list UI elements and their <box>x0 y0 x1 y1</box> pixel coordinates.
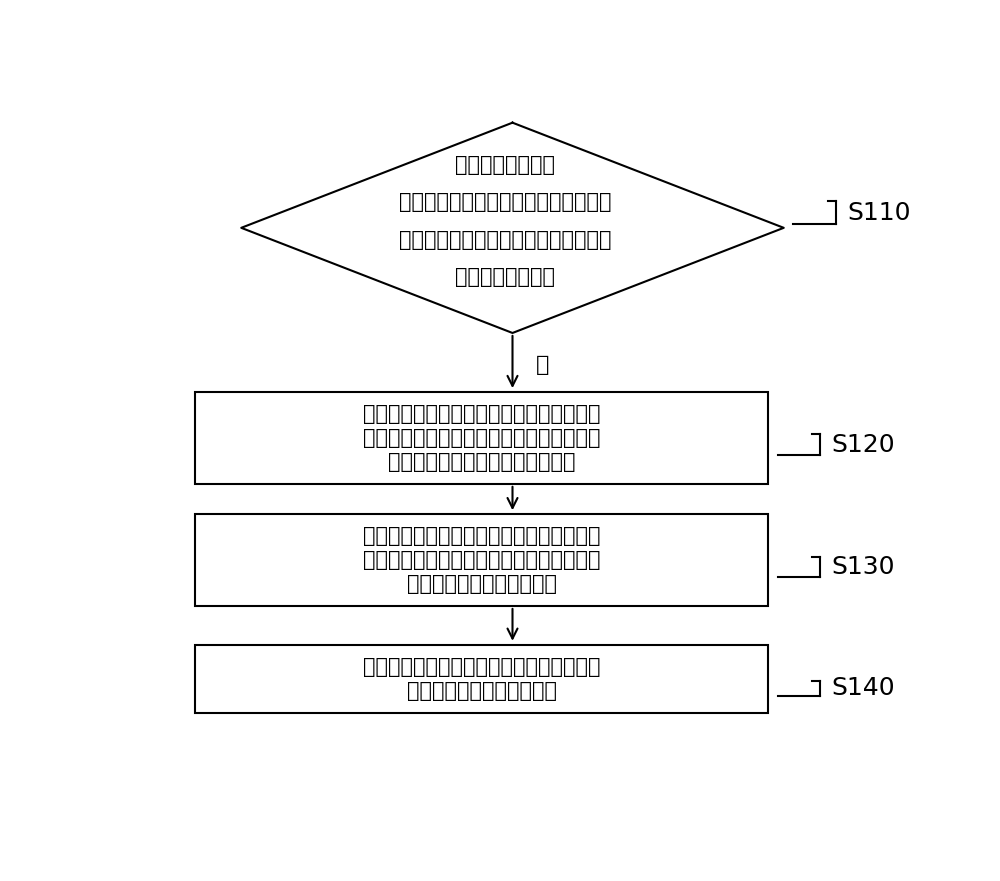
Text: 否: 否 <box>536 355 549 374</box>
Text: S140: S140 <box>832 677 895 700</box>
Text: S130: S130 <box>832 555 895 579</box>
Bar <box>195 515 768 606</box>
Text: 行调整，得到调整后的信号质量值: 行调整，得到调整后的信号质量值 <box>388 452 575 472</box>
Text: 根据从网络侧获取的信号质量阈值，对终端: 根据从网络侧获取的信号质量阈值，对终端 <box>363 404 600 424</box>
Text: 据包传输情况确定终端设备的网络质量: 据包传输情况确定终端设备的网络质量 <box>398 230 611 249</box>
Text: S120: S120 <box>832 433 895 456</box>
Text: 信对端之间的数据包传输情况，根据数: 信对端之间的数据包传输情况，根据数 <box>398 192 611 212</box>
Bar <box>195 645 768 713</box>
Bar <box>195 392 768 484</box>
Text: 将调整后的信号质量值发送至网络侧，使网: 将调整后的信号质量值发送至网络侧，使网 <box>363 526 600 546</box>
Text: 当前服务小区切换至邻小区: 当前服务小区切换至邻小区 <box>406 681 556 701</box>
Text: 设备当前服务小区和邻小区的信号质量值进: 设备当前服务小区和邻小区的信号质量值进 <box>363 428 600 448</box>
Text: 在接收到网络侧下发的小区切换指令后，从: 在接收到网络侧下发的小区切换指令后，从 <box>363 657 600 677</box>
Polygon shape <box>241 122 784 333</box>
Text: 络侧根据调整后的信号质量值以及信号质量: 络侧根据调整后的信号质量值以及信号质量 <box>363 551 600 570</box>
Text: 阈值确定是否切换服务小区: 阈值确定是否切换服务小区 <box>406 574 556 595</box>
Text: 检测终端设备与通: 检测终端设备与通 <box>455 155 555 175</box>
Text: 是否满足通信需求: 是否满足通信需求 <box>455 267 555 287</box>
Text: S110: S110 <box>847 201 911 225</box>
